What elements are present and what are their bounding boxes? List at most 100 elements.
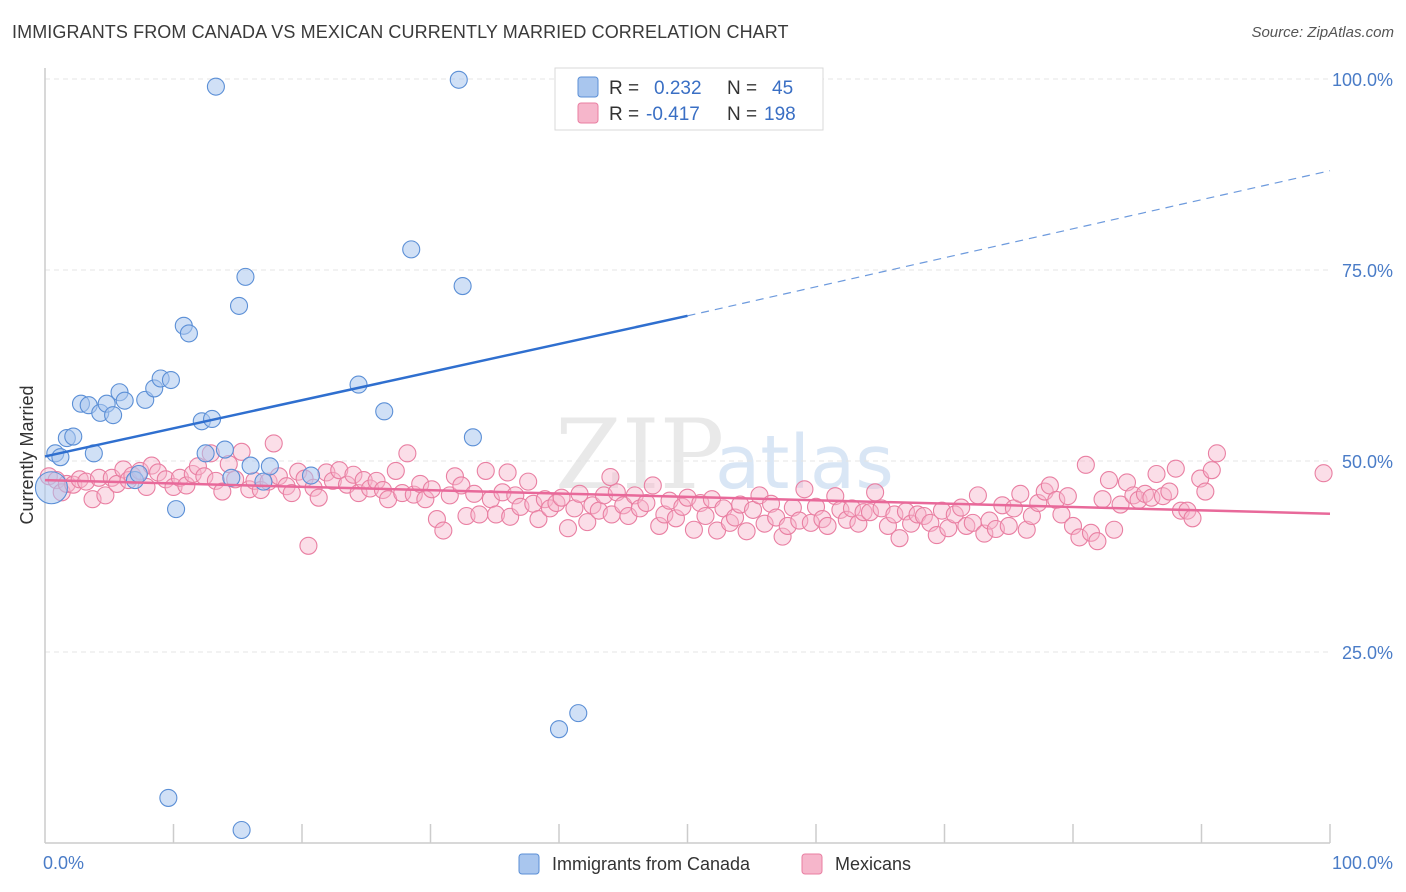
mexicans-point bbox=[952, 498, 971, 517]
mexicans-point bbox=[299, 536, 318, 555]
legend-n-label-canada: N = bbox=[727, 78, 757, 99]
mexicans-point bbox=[1088, 532, 1107, 551]
mexicans-point bbox=[908, 505, 927, 524]
mexicans-point bbox=[860, 503, 880, 522]
mexicans-point bbox=[330, 461, 349, 480]
mexicans-point bbox=[737, 522, 756, 541]
mexicans-point bbox=[1105, 520, 1124, 539]
mexicans-point bbox=[1047, 490, 1066, 510]
mexicans-point bbox=[578, 513, 597, 532]
mexicans-point bbox=[720, 513, 739, 532]
mexicans-point bbox=[878, 516, 898, 535]
mexicans-point bbox=[149, 463, 168, 482]
y-tick-label: 75.0% bbox=[1342, 261, 1393, 281]
canada-point bbox=[241, 456, 260, 475]
legend-swatch-canada bbox=[577, 76, 599, 98]
mexicans-point bbox=[558, 519, 578, 538]
mexicans-point bbox=[795, 480, 814, 499]
mexicans-point bbox=[1058, 487, 1077, 506]
mexicans-point bbox=[398, 444, 417, 463]
legend-r-label-mexicans: R = bbox=[609, 104, 639, 125]
watermark-atlas: atlas bbox=[715, 420, 894, 506]
mexicans-point bbox=[1070, 528, 1089, 547]
mexicans-point bbox=[96, 486, 115, 505]
canada-point bbox=[196, 444, 215, 463]
y-tick-label: 25.0% bbox=[1342, 643, 1393, 663]
canada-point bbox=[129, 464, 148, 484]
canada-point bbox=[222, 468, 241, 487]
mexicans-point bbox=[498, 463, 517, 482]
canada-point bbox=[236, 267, 255, 286]
y-axis-label: Currently Married bbox=[17, 385, 37, 524]
mexicans-point bbox=[1147, 464, 1166, 484]
mexicans-point bbox=[264, 434, 283, 453]
mexicans-point bbox=[323, 471, 342, 490]
mexicans-point bbox=[755, 514, 774, 533]
mexicans-point bbox=[1093, 490, 1112, 509]
legend-n-value-mexicans: 198 bbox=[764, 104, 796, 125]
mexicans-point bbox=[968, 486, 987, 505]
mexicans-point bbox=[684, 520, 703, 539]
mexicans-point bbox=[1063, 516, 1083, 535]
mexicans-point bbox=[885, 505, 904, 524]
mexicans-point bbox=[650, 516, 669, 535]
mexicans-point bbox=[914, 506, 933, 526]
mexicans-point bbox=[842, 499, 862, 518]
x-tick-label: 0.0% bbox=[43, 853, 84, 873]
mexicans-point bbox=[849, 514, 868, 533]
mexicans-point bbox=[142, 456, 161, 475]
canada-point bbox=[463, 428, 482, 447]
mexicans-point bbox=[529, 510, 548, 529]
mexicans-point bbox=[999, 516, 1018, 535]
mexicans-point bbox=[476, 461, 495, 480]
legend-r-label-canada: R = bbox=[609, 78, 639, 99]
legend-swatch-mexicans bbox=[577, 102, 599, 124]
mexicans-point bbox=[519, 472, 538, 491]
mexicans-point bbox=[565, 499, 584, 518]
mexicans-point bbox=[818, 516, 837, 535]
legend-r-value-canada: 0.232 bbox=[654, 78, 702, 99]
canada-point bbox=[375, 402, 394, 421]
legend-bottom-swatch-canada bbox=[518, 853, 540, 875]
mexicans-point bbox=[655, 505, 674, 524]
legend-n-label-mexicans: N = bbox=[727, 104, 757, 125]
legend-bottom: Immigrants from Canada Mexicans bbox=[518, 853, 911, 875]
mexicans-point bbox=[890, 529, 909, 548]
mexicans-point bbox=[866, 483, 885, 502]
mexicans-trendline bbox=[44, 478, 1331, 515]
canada-point bbox=[402, 240, 421, 259]
mexicans-point bbox=[778, 516, 797, 535]
canada-point bbox=[453, 276, 472, 296]
mexicans-point bbox=[927, 526, 946, 545]
canada-point bbox=[301, 466, 321, 485]
mexicans-point bbox=[445, 467, 464, 486]
legend-top: R = 0.232 N = 45 R = -0.417 N = 198 bbox=[554, 67, 824, 131]
mexicans-point bbox=[1314, 464, 1333, 483]
canada-point bbox=[549, 720, 569, 739]
mexicans-point bbox=[945, 505, 964, 524]
canada-point bbox=[349, 375, 368, 394]
legend-bottom-swatch-mexicans bbox=[801, 853, 823, 875]
mexicans-point bbox=[854, 503, 873, 522]
mexicans-point bbox=[1183, 509, 1202, 528]
legend-bottom-label-mexicans: Mexicans bbox=[835, 854, 911, 874]
tick-labels: 25.0% 50.0% 75.0% 100.0% 0.0% 100.0% bbox=[43, 70, 1393, 873]
mexicans-point bbox=[434, 521, 453, 540]
mexicans-point bbox=[1207, 444, 1226, 463]
mexicans-point bbox=[673, 497, 692, 516]
mexicans-point bbox=[1153, 487, 1172, 506]
canada-point bbox=[167, 500, 186, 519]
legend-r-value-mexicans: -0.417 bbox=[646, 104, 700, 125]
mexicans-point bbox=[773, 527, 792, 546]
mexicans-point bbox=[213, 482, 232, 501]
canada-point bbox=[206, 77, 225, 96]
mexicans-point bbox=[643, 476, 662, 495]
canada-trendline-extension bbox=[687, 170, 1331, 317]
mexicans-point bbox=[344, 465, 363, 484]
canada-point bbox=[232, 820, 251, 840]
legend-n-value-canada: 45 bbox=[772, 78, 793, 99]
mexicans-point bbox=[1099, 471, 1119, 490]
mexicans-point bbox=[486, 505, 506, 524]
mexicans-point bbox=[601, 467, 620, 487]
